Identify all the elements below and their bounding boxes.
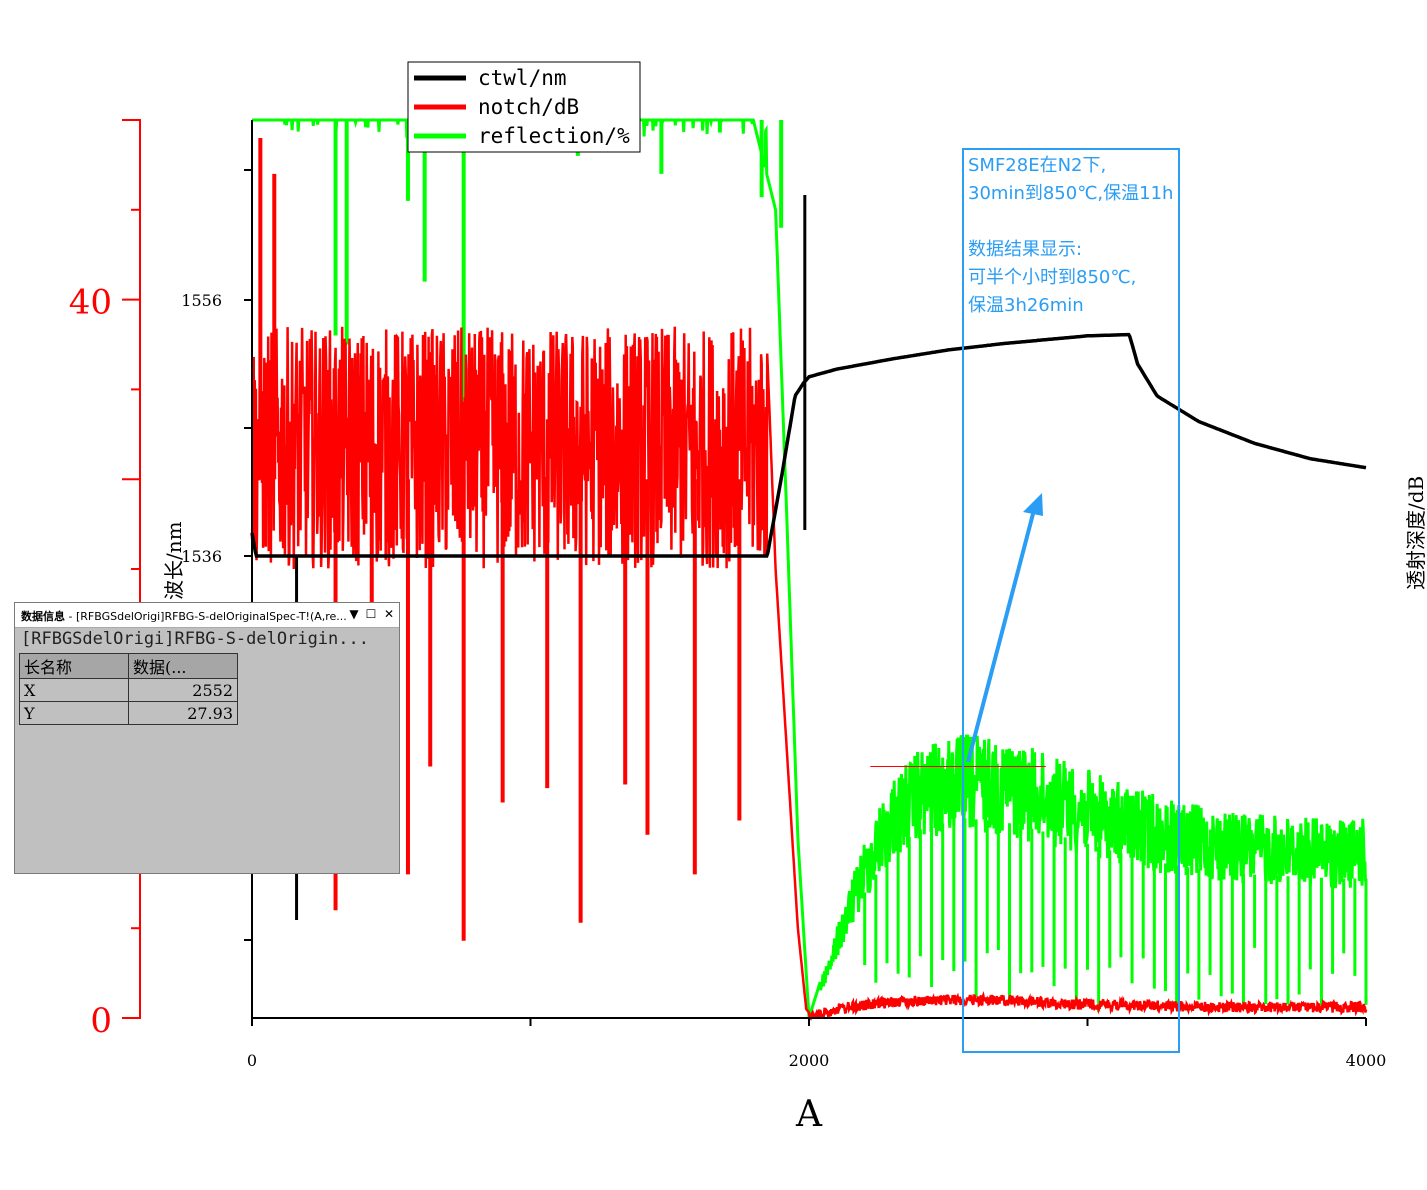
wavelength-axis-tick-label: 1556 xyxy=(181,291,222,310)
data-info-title-rest: - [RFBGSdelOrigi]RFBG-S-delOriginalSpec-… xyxy=(65,610,347,623)
table-row: X 2552 xyxy=(19,678,238,702)
data-info-title-bold: 数据信息 xyxy=(21,610,65,623)
x-axis-label: A xyxy=(795,1094,823,1135)
legend-entry: reflection/% xyxy=(478,124,630,148)
ctwl-series-line xyxy=(250,332,1367,558)
chevron-down-icon[interactable]: ▼ xyxy=(349,607,359,621)
table-row: Y 27.93 xyxy=(19,701,238,725)
left-axis-tick-label: 40 xyxy=(69,283,112,323)
data-info-title: 数据信息 - [RFBGSdelOrigi]RFBG-S-delOriginal… xyxy=(21,608,347,624)
legend: ctwl/nm notch/dB reflection/% xyxy=(407,61,641,153)
row-value-y: 27.93 xyxy=(128,701,238,725)
arrow-shaft xyxy=(966,509,1036,763)
data-info-table: 长名称 数据(... X 2552 Y 27.93 xyxy=(19,653,238,725)
left-axis-tick-label: 0 xyxy=(90,1001,112,1041)
right-axis-label: 透射深度/dB xyxy=(1404,475,1427,590)
col-header-data: 数据(... xyxy=(128,653,238,679)
arrow-head xyxy=(1023,493,1043,516)
x-axis-tick-label: 0 xyxy=(247,1051,257,1070)
restore-icon[interactable]: ☐ xyxy=(365,607,377,621)
notch-series-line xyxy=(250,326,1368,1022)
x-axis-tick-label: 2000 xyxy=(789,1051,830,1070)
row-label-x: X xyxy=(19,678,129,702)
data-info-titlebar[interactable]: 数据信息 - [RFBGSdelOrigi]RFBG-S-delOriginal… xyxy=(15,603,399,628)
annotation-text: SMF28E在N2下, 30min到850℃,保温11h 数据结果显示: 可半个… xyxy=(968,155,1174,316)
x-axis-tick-label: 4000 xyxy=(1346,1051,1387,1070)
close-icon[interactable]: ✕ xyxy=(383,607,395,621)
wavelength-axis-label: 波长/nm xyxy=(162,521,186,600)
reflection-layer xyxy=(252,118,1368,1019)
col-header-name: 长名称 xyxy=(19,653,129,679)
wavelength-axis-tick-label: 1536 xyxy=(181,547,222,566)
row-value-x: 2552 xyxy=(128,678,238,702)
data-info-header-row: 长名称 数据(... xyxy=(19,653,238,679)
notch-layer xyxy=(250,137,1368,1022)
annotation-box xyxy=(962,148,1180,1053)
legend-entry: ctwl/nm xyxy=(478,66,567,90)
legend-entry: notch/dB xyxy=(478,95,579,119)
data-info-panel[interactable]: 数据信息 - [RFBGSdelOrigi]RFBG-S-delOriginal… xyxy=(14,602,400,874)
row-label-y: Y xyxy=(19,701,129,725)
annotation-arrow xyxy=(966,493,1043,763)
data-info-path: [RFBGSdelOrigi]RFBG-S-delOrigin... xyxy=(21,629,369,649)
